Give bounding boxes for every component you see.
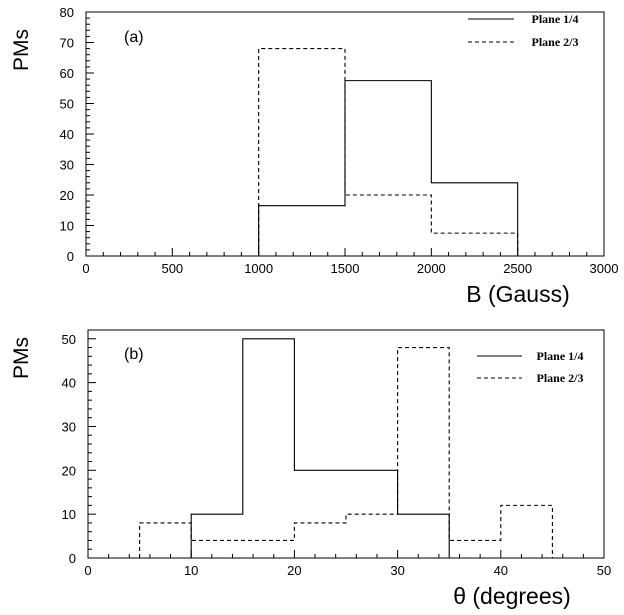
legend-entry-1: Plane 2/3 [537, 371, 584, 385]
legend-entry-1: Plane 1/4 [537, 349, 584, 363]
x-tick-label-0: 1000 [244, 261, 273, 276]
x-tick-label-0: 2500 [503, 261, 532, 276]
y-tick-label-1: 40 [62, 376, 76, 391]
legend-entry-0: Plane 2/3 [532, 35, 579, 49]
y-tick-label-1: 20 [62, 463, 76, 478]
legend-entry-0: Plane 1/4 [532, 12, 579, 26]
x-axis-label-1: θ (degrees) [453, 583, 571, 609]
x-tick-label-1: 40 [494, 563, 508, 578]
panel-label-0: (a) [124, 29, 144, 46]
y-tick-label-0: 60 [60, 66, 74, 81]
plot-frame-1 [87, 329, 605, 559]
x-tick-label-0: 2000 [417, 261, 446, 276]
x-tick-label-0: 500 [161, 261, 183, 276]
y-tick-label-0: 70 [60, 36, 74, 51]
x-tick-label-1: 0 [84, 563, 91, 578]
y-tick-label-1: 10 [62, 507, 76, 522]
panel-label-1: (b) [124, 346, 144, 363]
y-tick-label-0: 50 [60, 97, 74, 112]
y-tick-label-0: 80 [60, 5, 74, 20]
y-tick-label-1: 30 [62, 419, 76, 434]
histogram-solid-0 [258, 80, 519, 256]
histogram-dashed-0 [258, 48, 519, 256]
x-tick-label-0: 1500 [331, 261, 360, 276]
y-axis-label-0: PMs [10, 29, 33, 71]
y-tick-label-0: 10 [60, 219, 74, 234]
y-tick-label-0: 30 [60, 158, 74, 173]
histogram-dashed-1 [139, 346, 553, 558]
histogram-solid-1 [139, 338, 553, 559]
y-tick-label-0: 20 [60, 188, 74, 203]
x-tick-label-1: 30 [390, 563, 404, 578]
y-tick-label-1: 50 [62, 332, 76, 347]
y-tick-label-0: 0 [67, 249, 74, 264]
x-tick-label-1: 20 [287, 563, 301, 578]
y-axis-label-1: PMs [10, 337, 33, 379]
y-tick-label-0: 40 [60, 127, 74, 142]
x-tick-label-0: 3000 [590, 261, 619, 276]
x-axis-label-0: B (Gauss) [466, 281, 570, 307]
x-tick-label-1: 10 [184, 563, 198, 578]
x-tick-label-1: 50 [597, 563, 611, 578]
y-tick-label-1: 0 [69, 551, 76, 566]
x-tick-label-0: 0 [82, 261, 89, 276]
